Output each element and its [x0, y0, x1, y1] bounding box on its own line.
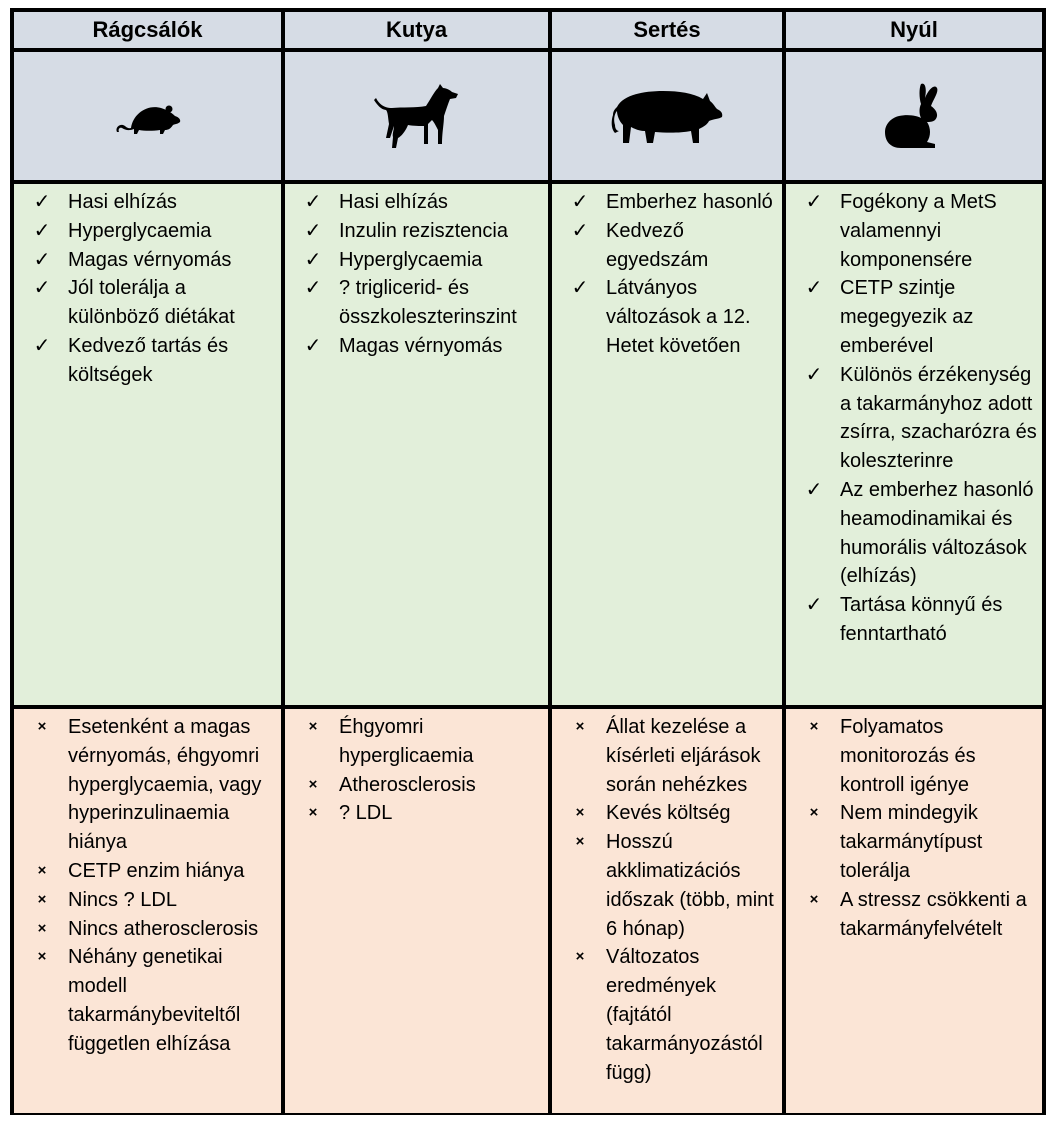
con-item: × Folyamatos monitorozás és kontroll igén…: [786, 713, 1042, 799]
pro-item: ✓? triglicerid- és összkoleszterinszint: [285, 274, 548, 332]
image-cell: [552, 52, 782, 180]
cross-icon: ×: [37, 948, 47, 966]
check-icon: ✓: [304, 277, 322, 300]
column-header: Sertés: [552, 12, 782, 48]
pros-cell: ✓ Hasi elhízás ✓ Inzulin rezisztencia ✓ Hyp…: [285, 184, 548, 705]
cons-cell: × Állat kezelése a kísérleti eljárások so…: [552, 709, 782, 1113]
pro-item: ✓ Hyperglycaemia: [14, 217, 281, 246]
cons-cell: × Éhgyomri hyperglicaemia × Atherosclerosi…: [285, 709, 548, 1113]
check-icon: ✓: [571, 219, 589, 242]
rat-icon: [115, 105, 180, 134]
pro-item: ✓ Az emberhez hasonló heamodinamikai és h…: [786, 476, 1042, 591]
pro-item: ✓ Magas vérnyomás: [14, 246, 281, 275]
pro-item: ✓ Magas vérnyomás: [285, 332, 548, 361]
check-icon: ✓: [33, 248, 51, 271]
check-icon: ✓: [571, 191, 589, 213]
pros-cell: ✓ Fogékony a MetS valamennyi komponensére…: [786, 184, 1042, 705]
pro-item: ✓ Hasi elhízás: [285, 188, 548, 217]
con-item: × Éhgyomri hyperglicaemia: [285, 713, 548, 771]
image-cell: [285, 52, 548, 180]
cross-icon: ×: [575, 948, 585, 966]
con-item: × A stressz csökkenti a takarmányfelvétel…: [786, 886, 1042, 944]
con-item: × Nincs ? LDL: [14, 886, 281, 915]
cross-icon: ×: [575, 718, 585, 735]
pig-icon: [611, 91, 723, 143]
cross-icon: ×: [37, 890, 47, 908]
column-dog: Kutya ✓ Hasi elhízás ✓ Inzulin rezisztenci…: [285, 8, 548, 1115]
con-item: × Változatos eredmények (fajtától takarmá…: [552, 943, 782, 1087]
column-header: Kutya: [285, 12, 548, 48]
column-header: Nyúl: [786, 12, 1042, 48]
check-icon: ✓: [33, 277, 51, 300]
pros-cell: ✓ Emberhez hasonló ✓ Kedvező egyedszám ✓ Lá…: [552, 184, 782, 705]
comparison-table: Rágcsálók ✓ Hasi elhízás ✓ Hyperglycaemia …: [10, 8, 1046, 1115]
pro-item: ✓ CETP szintje megegyezik az emberével: [786, 274, 1042, 360]
pro-item: ✓ Tartása könnyű és fenntartható: [786, 591, 1042, 649]
check-icon: ✓: [33, 219, 51, 242]
column-rabbit: Nyúl ✓ Fogékony a MetS valamennyi kompone…: [786, 8, 1042, 1115]
cross-icon: ×: [37, 718, 47, 735]
con-item: × Nem mindegyik takarmánytípust tolerálja: [786, 799, 1042, 885]
check-icon: ✓: [805, 363, 823, 386]
cross-icon: ×: [308, 804, 318, 822]
cons-cell: × Esetenként a magas vérnyomás, éhgyomri …: [14, 709, 281, 1113]
check-icon: ✓: [805, 478, 823, 501]
cross-icon: ×: [809, 804, 819, 822]
cross-icon: ×: [575, 833, 585, 851]
pro-item: ✓ Hasi elhízás: [14, 188, 281, 217]
pro-item: ✓ Hyperglycaemia: [285, 246, 548, 275]
check-icon: ✓: [304, 191, 322, 213]
con-item: ×? LDL: [285, 799, 548, 828]
con-item: × Nincs atherosclerosis: [14, 915, 281, 944]
cross-icon: ×: [809, 718, 819, 735]
pro-item: ✓ Különös érzékenység a takarmányhoz adot…: [786, 361, 1042, 476]
column-rodents: Rágcsálók ✓ Hasi elhízás ✓ Hyperglycaemia …: [14, 8, 281, 1115]
con-item: × CETP enzim hiánya: [14, 857, 281, 886]
check-icon: ✓: [571, 277, 589, 300]
dog-icon: [373, 84, 458, 148]
column-header: Rágcsálók: [14, 12, 281, 48]
check-icon: ✓: [304, 248, 322, 271]
con-item: × Kevés költség: [552, 799, 782, 828]
check-icon: ✓: [304, 334, 322, 357]
cons-cell: × Folyamatos monitorozás és kontroll igén…: [786, 709, 1042, 1113]
cross-icon: ×: [308, 775, 318, 793]
pro-item: ✓ Kedvező tartás és költségek: [14, 332, 281, 390]
column-pig: Sertés ✓ Emberhez hasonló ✓ Kedvező egyeds…: [552, 8, 782, 1115]
check-icon: ✓: [304, 219, 322, 242]
image-cell: [14, 52, 281, 180]
pro-item: ✓ Jól tolerálja a különböző diétákat: [14, 274, 281, 332]
cross-icon: ×: [575, 804, 585, 822]
check-icon: ✓: [805, 191, 823, 213]
pro-item: ✓ Emberhez hasonló: [552, 188, 782, 217]
con-item: × Néhány genetikai modell takarmánybevite…: [14, 943, 281, 1058]
pro-item: ✓ Látványos változások a 12. Hetet követő…: [552, 274, 782, 360]
cross-icon: ×: [37, 861, 47, 879]
pro-item: ✓ Fogékony a MetS valamennyi komponensére: [786, 188, 1042, 274]
rabbit-icon: [885, 83, 938, 148]
con-item: × Hosszú akklimatizációs időszak (több, m…: [552, 828, 782, 943]
cross-icon: ×: [37, 919, 47, 937]
con-item: × Atherosclerosis: [285, 771, 548, 800]
check-icon: ✓: [33, 191, 51, 213]
cross-icon: ×: [809, 890, 819, 908]
pro-item: ✓ Inzulin rezisztencia: [285, 217, 548, 246]
check-icon: ✓: [805, 594, 823, 617]
check-icon: ✓: [805, 277, 823, 300]
pro-item: ✓ Kedvező egyedszám: [552, 217, 782, 275]
con-item: × Állat kezelése a kísérleti eljárások so…: [552, 713, 782, 799]
check-icon: ✓: [33, 334, 51, 357]
cross-icon: ×: [308, 718, 318, 735]
image-cell: [786, 52, 1042, 180]
pros-cell: ✓ Hasi elhízás ✓ Hyperglycaemia ✓ Magas vér…: [14, 184, 281, 705]
con-item: × Esetenként a magas vérnyomás, éhgyomri …: [14, 713, 281, 857]
